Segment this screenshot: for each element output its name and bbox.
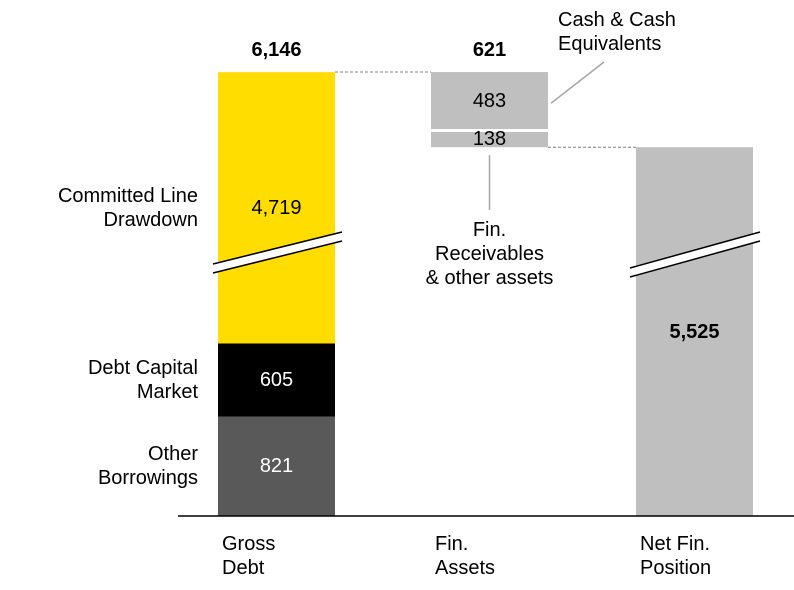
value-label: 483 <box>472 90 507 113</box>
x-tick-label: Net Fin. Position <box>640 533 712 579</box>
segment-bar <box>218 343 335 417</box>
axis-break-line <box>629 231 761 269</box>
total-bar <box>636 147 753 516</box>
total-label: 621 <box>472 39 507 62</box>
leader-line <box>550 61 605 104</box>
total-label: 5,525 <box>669 320 720 343</box>
x-tick-label: Gross Debt <box>222 533 276 579</box>
segment-bar <box>431 72 548 131</box>
axis-break-line <box>212 240 343 274</box>
segment-bar <box>218 416 335 516</box>
series-name: Cash & Cash Equivalents <box>558 9 676 55</box>
axis-break-line <box>629 240 761 278</box>
axis-break-line <box>212 231 343 265</box>
series-name: Other Borrowings <box>97 443 198 490</box>
value-label: 4,719 <box>251 196 302 219</box>
value-label: 605 <box>259 369 294 392</box>
total-label: 6,146 <box>251 39 302 62</box>
segment-bar <box>218 72 335 344</box>
value-label: 138 <box>472 127 507 150</box>
series-name: Committed Line Drawdown <box>57 184 198 231</box>
series-name: Debt Capital Market <box>87 357 198 404</box>
series-name: Fin. Receivables & other assets <box>425 219 554 289</box>
axis-break <box>213 232 342 273</box>
axis-break <box>630 232 760 277</box>
segment-bar <box>431 130 548 148</box>
x-tick-label: Fin. Assets <box>435 533 496 579</box>
value-label: 821 <box>259 455 294 478</box>
